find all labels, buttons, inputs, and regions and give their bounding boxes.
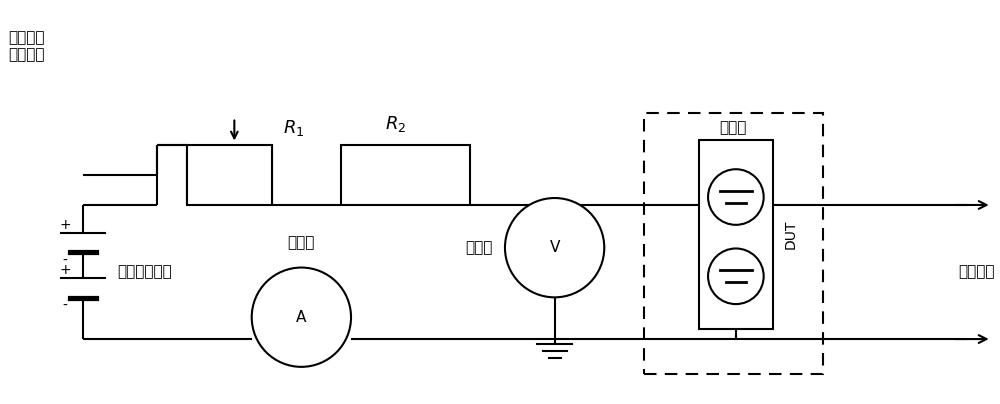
Bar <box>699 141 773 329</box>
Text: +: + <box>59 218 71 231</box>
Text: -: - <box>63 299 67 313</box>
Text: 电流表: 电流表 <box>288 235 315 250</box>
Bar <box>644 113 823 374</box>
Text: V: V <box>549 240 560 255</box>
Text: $R_2$: $R_2$ <box>385 114 406 134</box>
Text: +: + <box>59 263 71 277</box>
Text: A: A <box>296 310 307 325</box>
Text: DUT: DUT <box>784 220 798 249</box>
Circle shape <box>505 198 604 297</box>
Text: 低噪声电压源: 低噪声电压源 <box>118 265 172 280</box>
Circle shape <box>708 169 764 225</box>
Text: -: - <box>63 253 67 267</box>
Text: 至放大器: 至放大器 <box>958 265 995 280</box>
Circle shape <box>252 267 351 367</box>
Text: 光屏蔽: 光屏蔽 <box>720 120 747 136</box>
Circle shape <box>708 248 764 304</box>
Text: $R_1$: $R_1$ <box>283 118 305 137</box>
Bar <box>341 145 470 205</box>
Bar <box>187 145 272 205</box>
Text: 正向偏压
噪声测试: 正向偏压 噪声测试 <box>8 30 45 63</box>
Text: 电压表: 电压表 <box>466 240 493 255</box>
